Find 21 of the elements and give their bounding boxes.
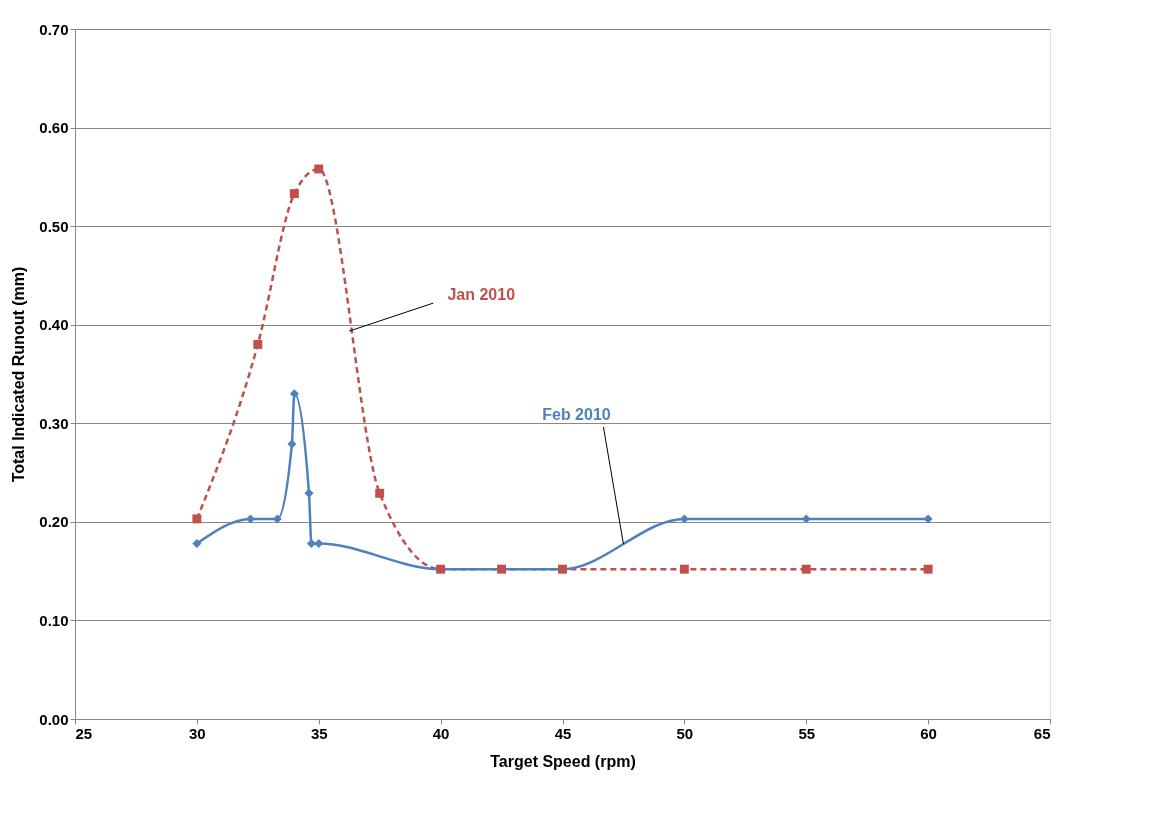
x-tick-label: 35: [310, 724, 328, 742]
x-tick-label: 60: [920, 724, 937, 742]
y-tick-label: 0.10: [39, 611, 69, 629]
y-tick-label: 0.00: [39, 710, 69, 728]
y-tick-label: 0.20: [39, 513, 69, 531]
y-axis-title: Total Indicated Runout (mm): [10, 266, 28, 483]
x-tick-label: 50: [676, 724, 694, 742]
text: Feb 2010: [542, 406, 611, 424]
x-tick-label: 40: [432, 724, 450, 742]
x-tick-label: 45: [554, 724, 572, 742]
x-tick-label: 65: [1033, 724, 1051, 742]
x-tick-label: 30: [189, 724, 206, 742]
x-axis-title: Target Speed (rpm): [490, 752, 636, 770]
text: Jan 2010: [447, 286, 516, 304]
x-tick-label: 25: [75, 724, 93, 742]
y-tick-label: 0.30: [39, 414, 69, 432]
y-tick-label: 0.60: [39, 119, 69, 137]
y-tick-label: 0.70: [39, 20, 69, 38]
y-tick-label: 0.50: [39, 217, 69, 235]
y-tick-label: 0.40: [39, 316, 69, 334]
x-tick-label: 55: [798, 724, 816, 742]
